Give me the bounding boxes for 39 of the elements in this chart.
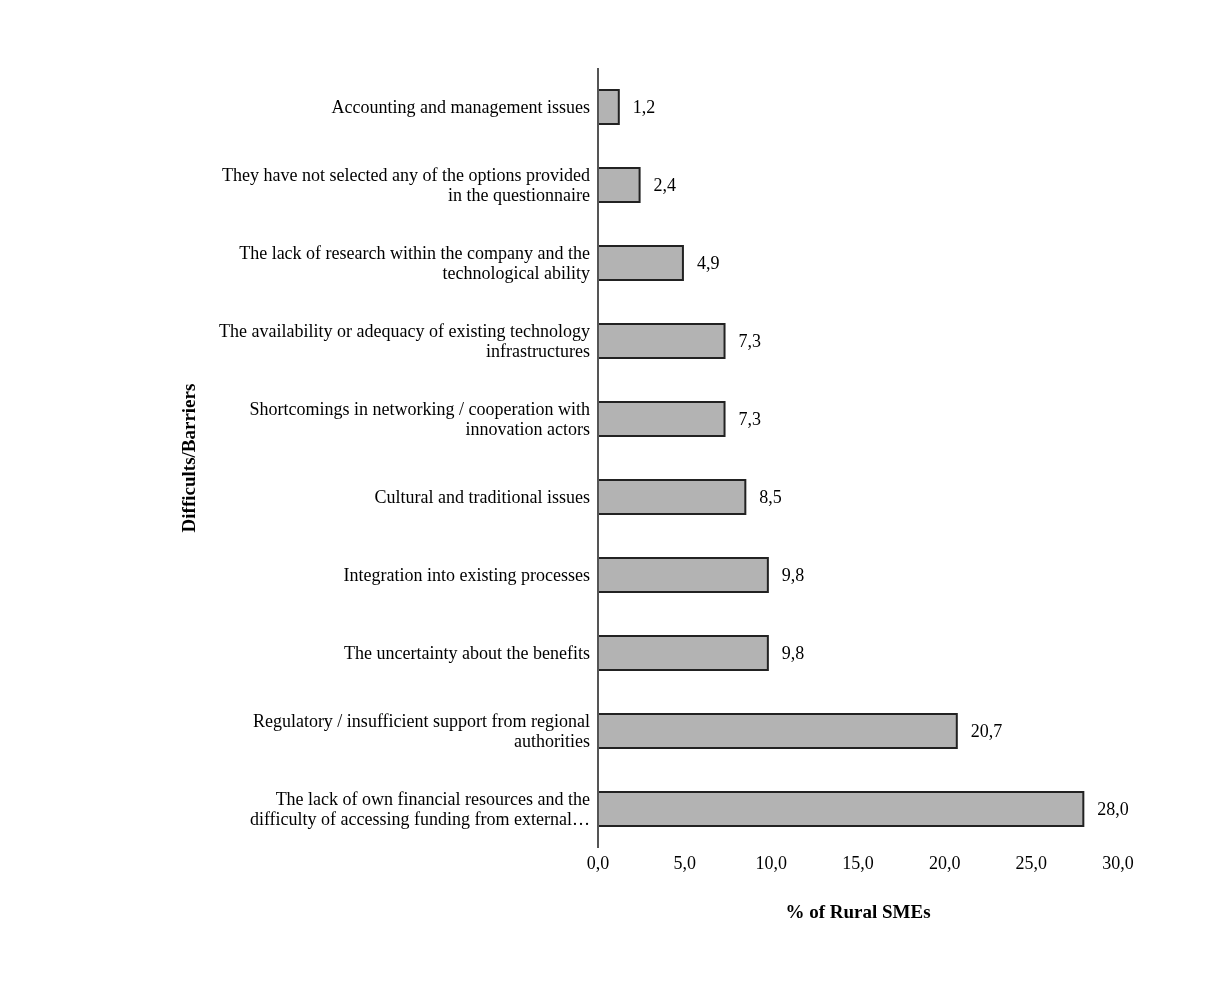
x-tick-label: 15,0: [842, 852, 874, 873]
y-tick-label: Regulatory / insufficient support from regional authorities: [252, 711, 590, 751]
x-tick-label: 25,0: [1015, 852, 1048, 873]
y-axis-title: Difficults/Barriers: [177, 383, 199, 533]
bar: [598, 167, 641, 203]
bar: [598, 401, 726, 437]
x-axis-title: % of Rural SMEs: [785, 901, 931, 922]
y-tick-label: They have not selected any of the options provided in the questionnaire: [222, 165, 590, 205]
y-tick-label: Integration into existing processes: [343, 565, 590, 585]
data-label: 7,3: [738, 331, 762, 352]
x-tick-label: 0,0: [586, 852, 610, 873]
bar: [598, 713, 958, 749]
bar: [598, 323, 726, 359]
data-label: 9,8: [781, 643, 805, 664]
x-tick-label: 20,0: [928, 852, 961, 873]
data-label: 9,8: [781, 565, 805, 586]
data-label: 2,4: [653, 175, 677, 196]
data-label: 1,2: [632, 97, 656, 118]
data-label: 8,5: [759, 487, 782, 508]
data-label: 4,9: [696, 253, 720, 274]
y-tick-label: Shortcomings in networking / cooperation with innovation actors: [249, 399, 590, 439]
bar: [598, 479, 747, 515]
bar: [598, 245, 684, 281]
x-tick-label: 10,0: [755, 852, 788, 873]
bar: [598, 89, 620, 125]
y-tick-label: The availability or adequacy of existing technology infrastructures: [219, 321, 590, 361]
data-label: 7,3: [738, 409, 762, 430]
data-label: 20,7: [970, 721, 1003, 742]
y-tick-label: Accounting and management issues: [331, 97, 590, 117]
data-label: 28,0: [1097, 799, 1129, 820]
y-tick-label: Cultural and traditional issues: [374, 487, 590, 507]
y-tick-label: The uncertainty about the benefits: [344, 643, 590, 663]
x-tick-label: 30,0: [1102, 852, 1134, 873]
bar: [598, 635, 769, 671]
y-tick-label: The lack of own financial resources and the difficulty of accessing funding from external…: [249, 789, 590, 829]
bar: [598, 791, 1085, 827]
y-tick-label: The lack of research within the company and the technological ability: [239, 243, 591, 283]
bar: [598, 557, 769, 593]
x-tick-label: 5,0: [673, 852, 696, 873]
